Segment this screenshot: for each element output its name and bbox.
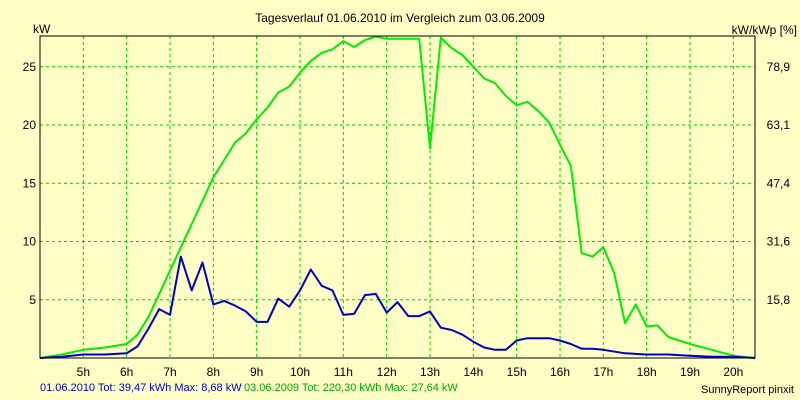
series-line-03.06.2009 [39,35,756,359]
y2-tick-label: 31,6 [767,235,791,249]
right-axis-unit: kW/kWp [%] [732,23,797,37]
x-tick-label: 18h [637,365,657,379]
series-line-01.06.2010 [39,255,756,359]
left-axis-unit: kW [33,22,51,36]
x-tick-label: 19h [680,365,700,379]
x-tick-label: 13h [420,365,440,379]
x-tick-label: 20h [723,365,743,379]
x-tick-label: 10h [290,365,310,379]
x-tick-label: 6h [120,365,133,379]
x-tick-label: 15h [507,365,527,379]
y2-tick-label: 47,4 [767,176,791,190]
y-tick-label: 20 [23,118,37,132]
x-tick-label: 11h [334,365,353,379]
x-tick-label: 8h [207,365,220,379]
y2-tick-label: 15,8 [767,293,791,307]
x-tick-label: 14h [463,365,483,379]
y2-tick-label: 63,1 [767,118,791,132]
y-tick-label: 10 [23,235,37,249]
footer-summary-2010: 01.06.2010 Tot: 39,47 kWh Max: 8,68 kW [40,382,242,394]
x-tick-label: 9h [250,365,263,379]
y-tick-label: 15 [23,176,37,190]
series-layer [39,35,756,359]
y-tick-label: 25 [23,60,37,74]
plot-area [40,36,755,358]
footer-summary-2009: 03.06.2009 Tot: 220,30 kWh Max: 27,64 kW [244,382,458,394]
x-tick-label: 17h [593,365,613,379]
x-tick-label: 16h [550,365,570,379]
plot-border [39,35,756,359]
tick-labels: 5h 6h 7h 8h 9h 10h 11h 12h 13h 14h 15h 16h 17h 18h 19h… [23,60,791,379]
x-tick-label: 7h [163,365,176,379]
footer-credit: SunnyReport pinxit [701,384,794,396]
y2-tick-label: 78,9 [767,60,791,74]
x-tick-label: 12h [377,365,397,379]
grid-lines [40,36,755,358]
y-tick-label: 5 [29,293,36,307]
x-tick-label: 5h [77,365,90,379]
chart-title: Tagesverlauf 01.06.2010 im Vergleich zum… [255,11,545,25]
